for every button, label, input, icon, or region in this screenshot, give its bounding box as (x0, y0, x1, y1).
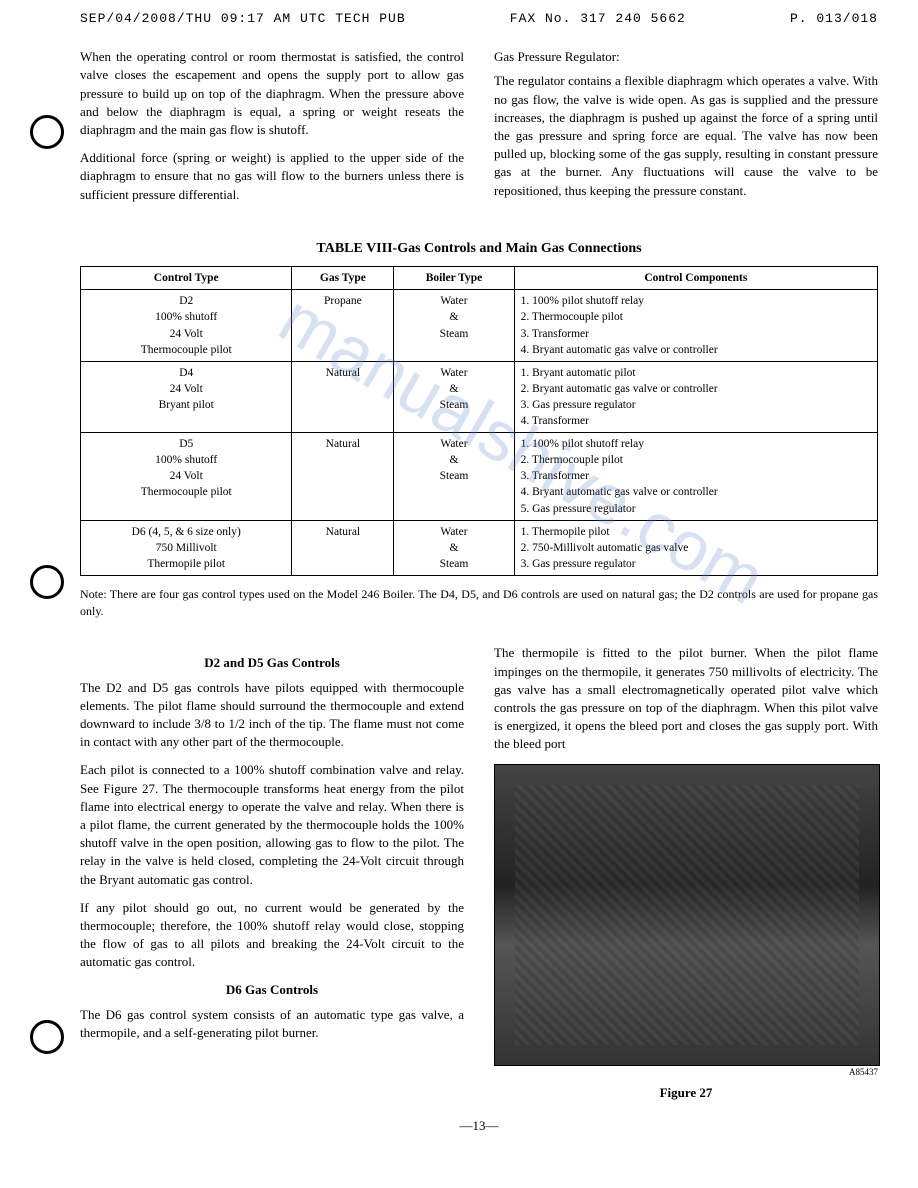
table-row: D2100% shutoff24 VoltThermocouple pilotP… (81, 290, 878, 361)
table-header: Control Type (81, 267, 292, 290)
top-right-column: Gas Pressure Regulator: The regulator co… (494, 48, 878, 214)
table-cell: Water&Steam (394, 361, 514, 432)
figure-id: A85437 (494, 1066, 878, 1079)
table-cell: Natural (292, 361, 394, 432)
paragraph: Additional force (spring or weight) is a… (80, 149, 464, 204)
fax-center: FAX No. 317 240 5662 (510, 10, 686, 28)
table-header: Control Components (514, 267, 877, 290)
table-row: D5100% shutoff24 VoltThermocouple pilotN… (81, 433, 878, 520)
table-cell: Propane (292, 290, 394, 361)
figure-27-image (494, 764, 880, 1066)
table-row: D424 VoltBryant pilotNaturalWater&Steam1… (81, 361, 878, 432)
table-cell: Water&Steam (394, 290, 514, 361)
fax-left: SEP/04/2008/THU 09:17 AM UTC TECH PUB (80, 10, 406, 28)
section-heading: D2 and D5 Gas Controls (80, 654, 464, 672)
subsection-title: Gas Pressure Regulator: (494, 48, 878, 66)
table-cell: D6 (4, 5, & 6 size only)750 MillivoltThe… (81, 520, 292, 575)
table-cell: Water&Steam (394, 433, 514, 520)
table-cell: Water&Steam (394, 520, 514, 575)
paragraph: The regulator contains a flexible diaphr… (494, 72, 878, 199)
table-cell: 1. 100% pilot shutoff relay2. Thermocoup… (514, 290, 877, 361)
table-title: TABLE VIII-Gas Controls and Main Gas Con… (80, 239, 878, 259)
fax-right: P. 013/018 (790, 10, 878, 28)
binder-ring (30, 1020, 64, 1054)
table-cell: Natural (292, 520, 394, 575)
table-cell: D5100% shutoff24 VoltThermocouple pilot (81, 433, 292, 520)
table-cell: Natural (292, 433, 394, 520)
top-left-column: When the operating control or room therm… (80, 48, 464, 214)
page-number: —13— (80, 1117, 878, 1135)
table-cell: 1. Bryant automatic pilot2. Bryant autom… (514, 361, 877, 432)
binder-ring (30, 115, 64, 149)
paragraph: When the operating control or room therm… (80, 48, 464, 139)
table-cell: D2100% shutoff24 VoltThermocouple pilot (81, 290, 292, 361)
table-cell: D424 VoltBryant pilot (81, 361, 292, 432)
table-cell: 1. 100% pilot shutoff relay2. Thermocoup… (514, 433, 877, 520)
bottom-left-column: D2 and D5 Gas Controls The D2 and D5 gas… (80, 644, 464, 1102)
table-note: Note: There are four gas control types u… (80, 586, 878, 620)
table-row: D6 (4, 5, & 6 size only)750 MillivoltThe… (81, 520, 878, 575)
table-header: Boiler Type (394, 267, 514, 290)
bottom-right-column: The thermopile is fitted to the pilot bu… (494, 644, 878, 1102)
paragraph: The D6 gas control system consists of an… (80, 1006, 464, 1042)
fax-header: SEP/04/2008/THU 09:17 AM UTC TECH PUB FA… (80, 10, 878, 28)
section-heading: D6 Gas Controls (80, 981, 464, 999)
figure-caption: Figure 27 (494, 1084, 878, 1102)
paragraph: Each pilot is connected to a 100% shutof… (80, 761, 464, 888)
paragraph: The D2 and D5 gas controls have pilots e… (80, 679, 464, 752)
table-header: Gas Type (292, 267, 394, 290)
table-cell: 1. Thermopile pilot2. 750-Millivolt auto… (514, 520, 877, 575)
paragraph: The thermopile is fitted to the pilot bu… (494, 644, 878, 753)
binder-ring (30, 565, 64, 599)
controls-table: Control Type Gas Type Boiler Type Contro… (80, 266, 878, 576)
paragraph: If any pilot should go out, no current w… (80, 899, 464, 972)
